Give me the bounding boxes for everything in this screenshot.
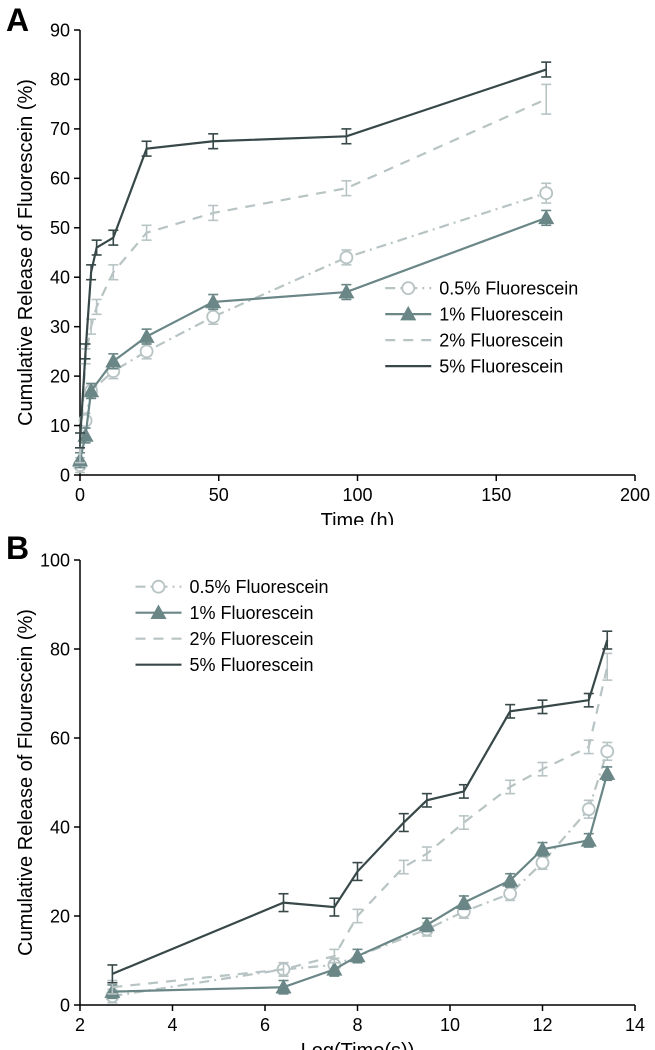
svg-text:2: 2 — [75, 1015, 85, 1035]
svg-text:10: 10 — [50, 416, 70, 436]
svg-text:90: 90 — [50, 20, 70, 40]
svg-text:20: 20 — [50, 906, 70, 926]
svg-text:20: 20 — [50, 366, 70, 386]
svg-text:50: 50 — [50, 218, 70, 238]
svg-text:0: 0 — [60, 465, 70, 485]
svg-text:10: 10 — [440, 1015, 460, 1035]
svg-text:2% Fluorescein: 2% Fluorescein — [439, 330, 563, 350]
svg-text:6: 6 — [260, 1015, 270, 1035]
svg-text:80: 80 — [50, 70, 70, 90]
svg-text:Cumulative Release of Flouresc: Cumulative Release of Flourescein (%) — [15, 609, 37, 956]
svg-text:40: 40 — [50, 817, 70, 837]
svg-text:Time (h): Time (h) — [321, 510, 395, 525]
svg-text:1% Fluorescein: 1% Fluorescein — [439, 304, 563, 324]
svg-text:80: 80 — [50, 639, 70, 659]
svg-text:Log(Time(s)): Log(Time(s)) — [301, 1040, 415, 1050]
svg-text:12: 12 — [532, 1015, 552, 1035]
panel-a-chart: 0 50 100 150 200 0 10 20 30 40 50 60 70 80 90 Time (h) C… — [0, 0, 655, 525]
svg-text:150: 150 — [481, 485, 511, 505]
svg-text:30: 30 — [50, 317, 70, 337]
svg-text:50: 50 — [209, 485, 229, 505]
svg-text:60: 60 — [50, 169, 70, 189]
svg-text:70: 70 — [50, 119, 70, 139]
svg-text:5% Fluorescein: 5% Fluorescein — [439, 356, 563, 376]
svg-text:0: 0 — [60, 995, 70, 1015]
svg-text:5% Fluorescein: 5% Fluorescein — [190, 655, 314, 675]
svg-text:60: 60 — [50, 728, 70, 748]
svg-text:100: 100 — [40, 550, 70, 570]
svg-text:4: 4 — [167, 1015, 177, 1035]
svg-text:0: 0 — [75, 485, 85, 505]
svg-text:Cumulative Release of Fluoresc: Cumulative Release of Fluorescein (%) — [15, 79, 37, 426]
svg-text:0.5% Fluorescein: 0.5% Fluorescein — [190, 577, 329, 597]
panel-b-chart: 2 4 6 8 10 12 14 0 20 40 60 80 100 Log(Time(s)) Cumula… — [0, 525, 655, 1050]
svg-text:40: 40 — [50, 268, 70, 288]
svg-text:100: 100 — [342, 485, 372, 505]
svg-text:1% Fluorescein: 1% Fluorescein — [190, 603, 314, 623]
svg-text:0.5% Fluorescein: 0.5% Fluorescein — [439, 278, 578, 298]
figure-root: A B 0501001502000102030405060708090Time … — [0, 0, 655, 1050]
svg-text:14: 14 — [625, 1015, 645, 1035]
svg-text:2% Fluorescein: 2% Fluorescein — [190, 629, 314, 649]
svg-text:200: 200 — [620, 485, 650, 505]
svg-text:8: 8 — [352, 1015, 362, 1035]
